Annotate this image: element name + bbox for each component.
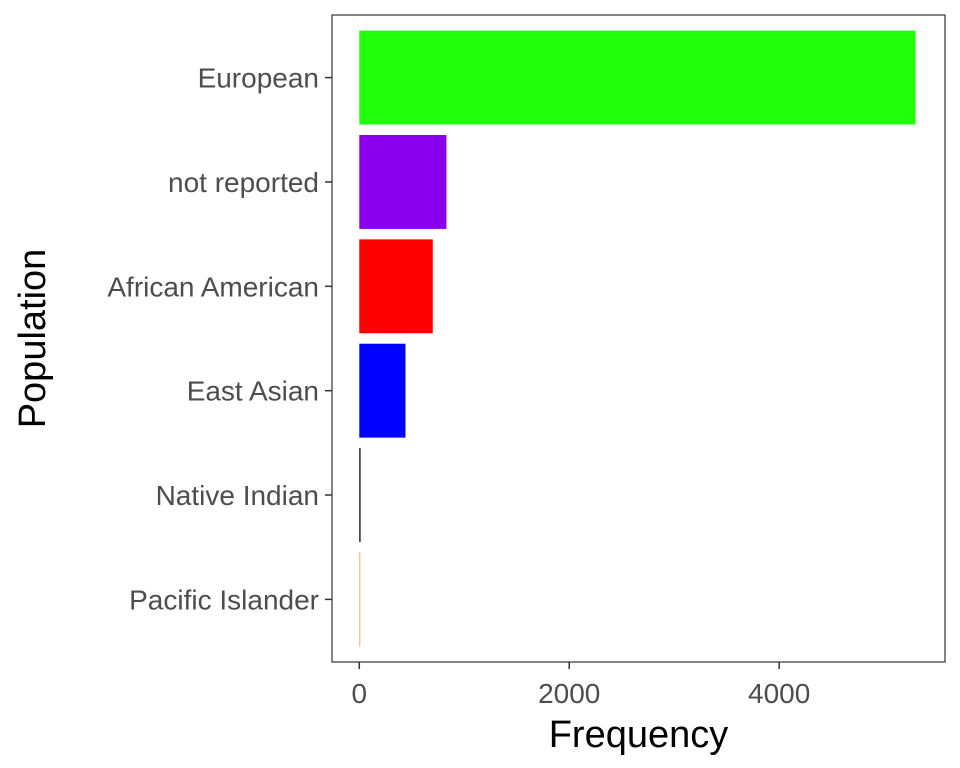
y-tick-label: not reported (168, 167, 319, 198)
y-tick-label: East Asian (187, 376, 319, 407)
x-tick-label: 0 (352, 678, 368, 709)
x-tick-label: 2000 (538, 678, 600, 709)
bar (359, 135, 447, 229)
y-tick-label: Pacific Islander (129, 584, 319, 615)
y-axis: European not reported African American East… (107, 63, 332, 615)
bar (359, 30, 916, 125)
y-tick-label: European (198, 63, 319, 94)
bar (359, 552, 361, 647)
x-tick-label: 4000 (748, 678, 810, 709)
bar (359, 239, 433, 334)
x-axis: 0 2000 4000 (352, 662, 810, 709)
bar (359, 343, 406, 438)
bars-group (359, 30, 916, 647)
y-tick-label: African American (107, 271, 319, 302)
y-axis-title: Population (12, 249, 54, 429)
y-tick-label: Native Indian (156, 480, 319, 511)
plot-panel-border (331, 14, 946, 663)
x-axis-title: Frequency (549, 714, 729, 756)
bar (359, 448, 361, 542)
